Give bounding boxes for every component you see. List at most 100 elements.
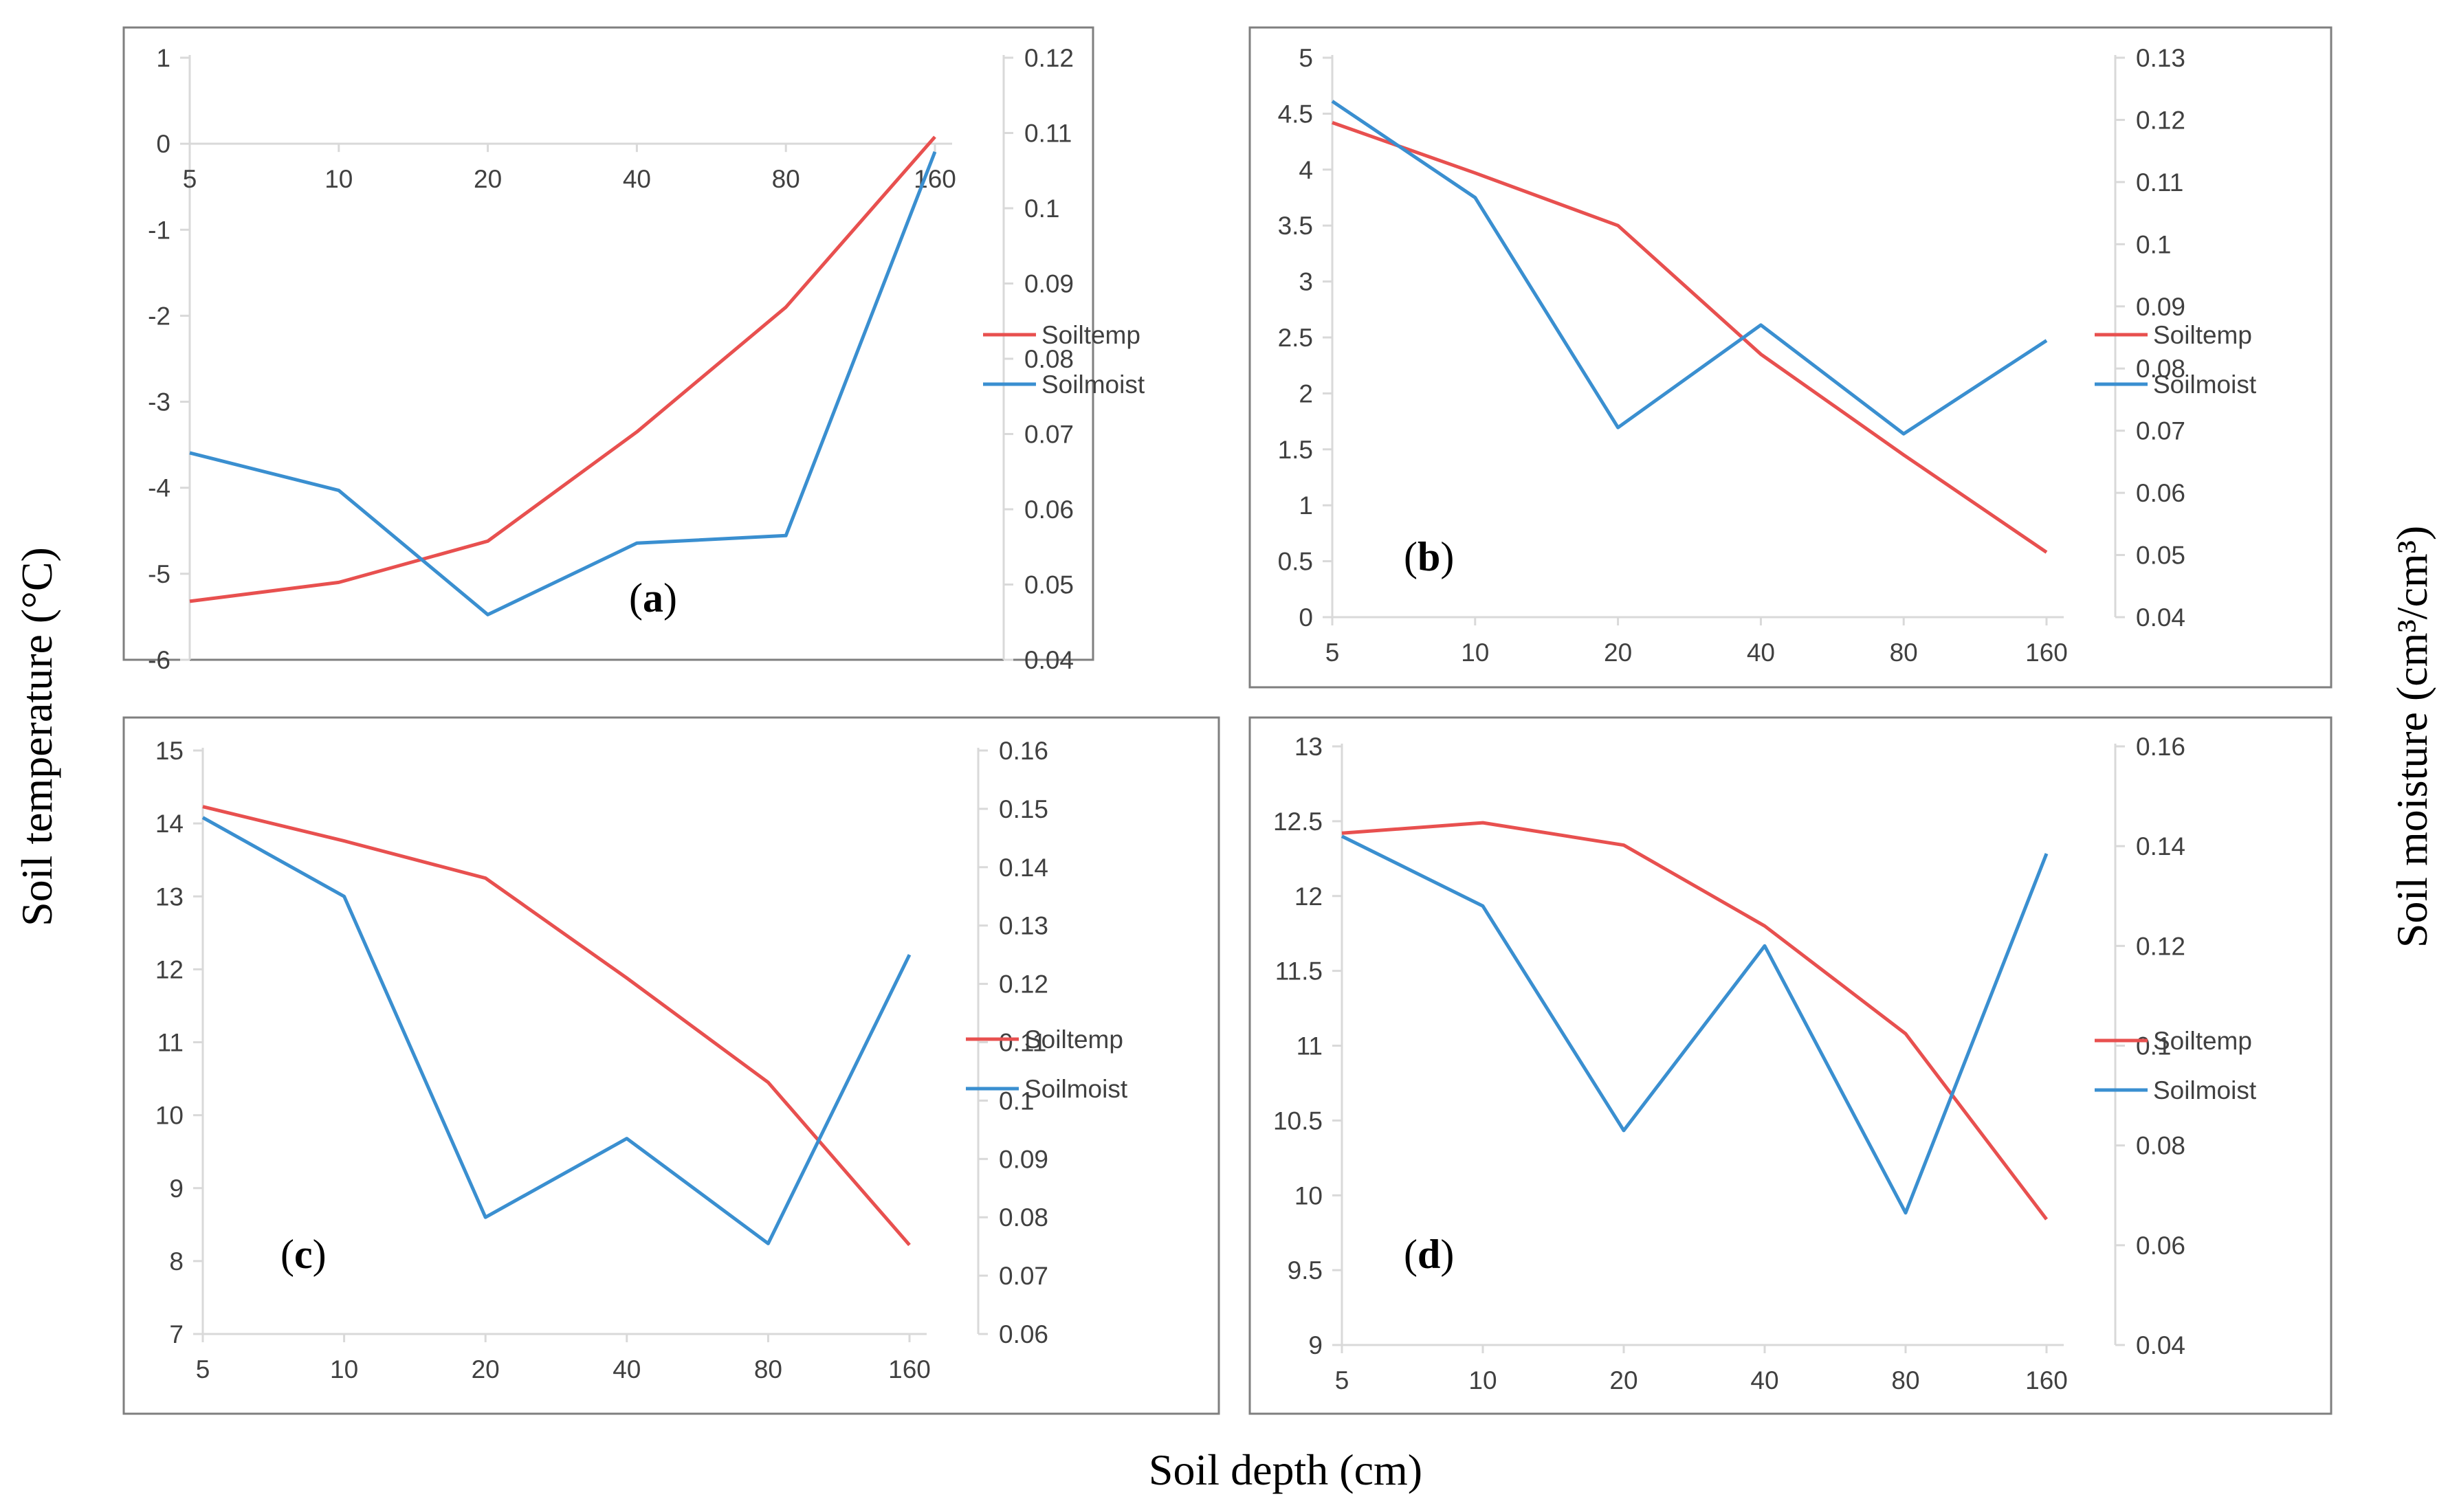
y-right-tick-label: 0.16 xyxy=(999,737,1048,765)
x-tick-label: 20 xyxy=(474,165,502,193)
x-tick-label: 20 xyxy=(472,1355,500,1383)
y-left-tick-label: 1.5 xyxy=(1278,436,1313,464)
panel-label: (b) xyxy=(1404,534,1454,579)
y-right-tick-label: 0.08 xyxy=(1024,345,1074,373)
x-tick-label: 10 xyxy=(330,1355,358,1383)
series-line-soilmoist xyxy=(201,816,912,1245)
y-left-tick-label: 0 xyxy=(156,130,170,158)
x-tick-label: 80 xyxy=(754,1355,782,1383)
y-left-tick-label: 11 xyxy=(1297,1032,1323,1060)
x-tick-label: 5 xyxy=(196,1355,210,1383)
x-tick-label: 5 xyxy=(183,165,197,193)
y-right-tick-label: 0.05 xyxy=(1024,571,1074,599)
y-right-tick-label: 0.04 xyxy=(1024,646,1074,674)
legend-label-soiltemp: Soiltemp xyxy=(2153,1027,2252,1055)
chart-panel-c: 1514131211109870.160.150.140.130.120.110… xyxy=(122,716,1220,1415)
x-tick-label: 80 xyxy=(1890,638,1918,667)
x-tick-label: 10 xyxy=(1461,638,1489,667)
y-left-tick-label: -2 xyxy=(148,302,170,330)
x-tick-label: 10 xyxy=(1468,1366,1497,1394)
y-right-tick-label: 0.08 xyxy=(2136,355,2185,383)
y-right-tick-label: 0.16 xyxy=(2136,733,2185,761)
y-axis-title-left: Soil temperature (°C) xyxy=(12,547,61,926)
series-line-soiltemp xyxy=(1341,821,2048,1221)
y-right-tick-label: 0.06 xyxy=(2136,1232,2185,1260)
series-line-soiltemp xyxy=(1332,121,2048,554)
y-left-tick-label: 9 xyxy=(1308,1331,1323,1359)
x-tick-label: 5 xyxy=(1325,638,1340,667)
legend-label-soiltemp: Soiltemp xyxy=(1041,321,1140,349)
y-left-tick-label: 1 xyxy=(156,44,170,72)
y-right-tick-label: 0.14 xyxy=(999,854,1048,882)
y-left-tick-label: 2.5 xyxy=(1278,324,1313,352)
chart-panel-a: 1 0 -1 -2 -3 -4 -5 -6 0.12 0.11 0.1 0.09 0.08 0.07 0.0… xyxy=(122,26,1145,674)
y-left-tick-label: 9 xyxy=(169,1175,184,1203)
y-left-tick-label: 4 xyxy=(1299,156,1313,184)
y-left-tick-label: 12 xyxy=(155,955,184,983)
y-left-tick-label: -1 xyxy=(148,216,170,244)
y-right-tick-label: 0.05 xyxy=(2136,542,2185,570)
y-right-tick-label: 0.07 xyxy=(1024,421,1074,449)
y-left-tick-label: 0 xyxy=(1299,603,1313,632)
x-tick-label: 160 xyxy=(2025,1366,2068,1394)
y-left-tick-label: 3 xyxy=(1299,268,1313,296)
y-right-tick-label: 0.12 xyxy=(2136,932,2185,960)
series-line-soilmoist xyxy=(189,151,937,616)
panel-label: (d) xyxy=(1404,1232,1454,1277)
y-right-tick-label: 0.08 xyxy=(2136,1132,2185,1160)
y-left-tick-label: -4 xyxy=(148,474,170,502)
y-left-tick-label: 2 xyxy=(1299,379,1313,408)
y-right-tick-label: 0.09 xyxy=(1024,270,1074,298)
y-axis-title-right: Soil moisture (cm³/cm³) xyxy=(2388,526,2436,948)
y-left-tick-label: 14 xyxy=(155,810,184,838)
y-left-tick-label: -6 xyxy=(148,646,170,674)
y-left-tick-label: 3.5 xyxy=(1278,212,1313,240)
y-right-tick-label: 0.1 xyxy=(1024,194,1059,223)
chart-panels: 10-1-2-3-4-5-60.120.110.10.090.080.070.0… xyxy=(122,26,2333,1415)
y-right-tick-label: 0.15 xyxy=(999,795,1048,823)
legend-label-soilmoist: Soilmoist xyxy=(1041,370,1145,399)
y-right-tick-label: 0.11 xyxy=(2136,168,2183,197)
y-right-tick-label: 0.08 xyxy=(999,1203,1048,1232)
y-right-tick-label: 0.04 xyxy=(2136,1331,2185,1359)
y-right-tick-label: 0.12 xyxy=(2136,106,2185,134)
y-right-tick-label: 0.14 xyxy=(2136,832,2185,860)
y-right-tick-label: 0.09 xyxy=(2136,293,2185,321)
x-axis-title: Soil depth (cm) xyxy=(1149,1445,1422,1494)
chart-panel-b: 5 4.5 4 3.5 3 2.5 2 1.5 1 0.5 0 0.13 0.12 0.11 0.1 0.09… xyxy=(1248,26,2333,689)
y-left-tick-label: -5 xyxy=(148,560,170,588)
x-tick-label: 5 xyxy=(1335,1366,1349,1394)
legend-label-soilmoist: Soilmoist xyxy=(2153,1076,2257,1104)
y-right-tick-label: 0.09 xyxy=(999,1145,1048,1173)
y-right-tick-label: 0.1 xyxy=(2136,1032,2171,1060)
y-right-tick-label: 0.06 xyxy=(999,1320,1048,1348)
series-line-soiltemp xyxy=(202,805,911,1247)
y-right-tick-label: 0.13 xyxy=(2136,44,2185,72)
series-line-soiltemp xyxy=(189,135,936,603)
y-left-tick-label: 4.5 xyxy=(1278,100,1313,128)
y-left-tick-label: 11 xyxy=(157,1029,184,1057)
y-left-tick-label: -3 xyxy=(148,388,170,416)
y-right-tick-label: 0.07 xyxy=(999,1262,1048,1290)
y-right-tick-label: 0.06 xyxy=(1024,496,1074,524)
x-tick-label: 20 xyxy=(1609,1366,1637,1394)
panel-frame xyxy=(122,26,1094,661)
y-right-tick-label: 0.12 xyxy=(1024,44,1074,72)
y-right-tick-label: 0.11 xyxy=(999,1029,1046,1057)
legend-label-soilmoist: Soilmoist xyxy=(2153,370,2257,399)
panel-label: (a) xyxy=(629,575,677,621)
y-left-tick-label: 1 xyxy=(1299,491,1313,520)
y-right-tick-label: 0.06 xyxy=(2136,479,2185,507)
y-left-tick-label: 5 xyxy=(1299,44,1313,72)
series-line-soilmoist xyxy=(1331,100,2048,436)
x-tick-label: 80 xyxy=(1891,1366,1919,1394)
panel-frame xyxy=(122,716,1220,1415)
panel-frame xyxy=(1248,716,2333,1415)
y-right-tick-label: 0.04 xyxy=(2136,603,2185,632)
x-tick-label: 160 xyxy=(888,1355,931,1383)
y-left-tick-label: 0.5 xyxy=(1278,548,1313,576)
y-right-tick-label: 0.12 xyxy=(999,970,1048,999)
legend-label-soiltemp: Soiltemp xyxy=(1024,1025,1123,1054)
y-right-tick-label: 0.11 xyxy=(1024,120,1072,148)
